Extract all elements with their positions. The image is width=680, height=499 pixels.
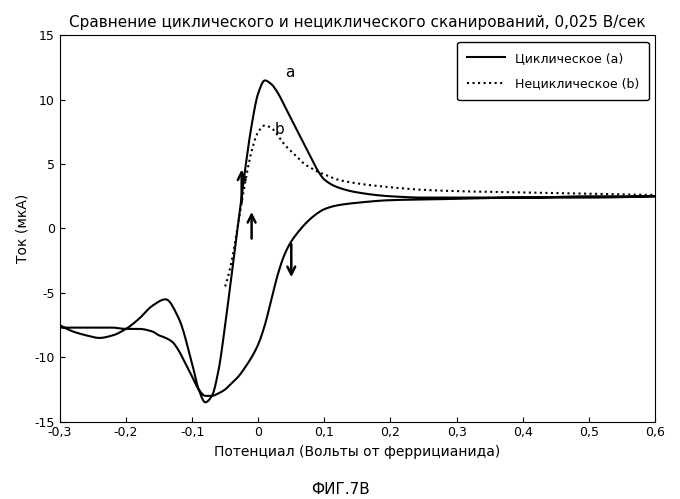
Циклическое (a) <box>427 196 435 202</box>
Y-axis label: Ток (мкА): Ток (мкА) <box>15 194 29 263</box>
Циклическое (a) <box>294 229 303 235</box>
Нециклическое (b) <box>392 185 401 191</box>
Нециклическое (b) <box>274 133 282 139</box>
Нециклическое (b) <box>221 283 229 289</box>
Нециклическое (b) <box>534 190 543 196</box>
Циклическое (a) <box>261 77 269 83</box>
Title: Сравнение циклического и нециклического сканирований, 0,025 В/сек: Сравнение циклического и нециклического … <box>69 15 646 30</box>
Циклическое (a) <box>316 209 324 215</box>
Text: b: b <box>275 122 284 138</box>
Line: Циклическое (a): Циклическое (a) <box>60 80 655 402</box>
Нециклическое (b) <box>492 189 500 195</box>
Циклическое (a) <box>583 193 591 199</box>
Циклическое (a) <box>201 399 209 405</box>
Text: ФИГ.7В: ФИГ.7В <box>311 482 369 497</box>
X-axis label: Потенциал (Вольты от феррицианида): Потенциал (Вольты от феррицианида) <box>214 445 500 459</box>
Нециклическое (b) <box>532 190 541 196</box>
Циклическое (a) <box>177 322 186 328</box>
Циклическое (a) <box>56 325 64 331</box>
Line: Нециклическое (b): Нециклическое (b) <box>225 125 655 286</box>
Нециклическое (b) <box>261 122 269 128</box>
Циклическое (a) <box>540 194 548 200</box>
Нециклическое (b) <box>362 182 371 188</box>
Text: a: a <box>285 64 294 79</box>
Нециклическое (b) <box>651 192 659 198</box>
Циклическое (a) <box>56 322 64 328</box>
Legend: Циклическое (a), Нециклическое (b): Циклическое (a), Нециклическое (b) <box>457 41 649 100</box>
